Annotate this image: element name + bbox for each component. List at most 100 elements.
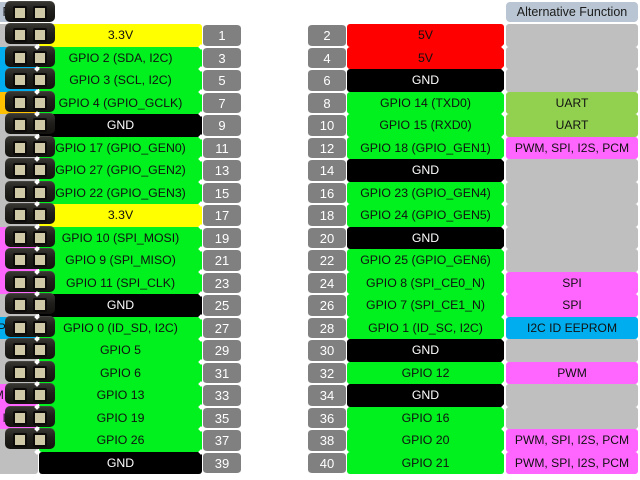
right-alt-function-8: UART — [506, 91, 638, 114]
pin-number-18: 18 — [308, 204, 346, 227]
connector-pin-icon — [5, 135, 55, 157]
connector-pin-icon — [5, 270, 55, 292]
connector-pin-icon — [5, 180, 55, 202]
connector-pin-icon — [5, 113, 55, 135]
right-alt-function-6 — [506, 69, 638, 92]
connector-pin-pair-33-34 — [4, 360, 56, 383]
pin-label-25: GND — [39, 294, 202, 317]
pin-number-40: 40 — [308, 451, 346, 474]
pin-number-19: 19 — [203, 226, 241, 249]
right-alt-function-34 — [506, 384, 638, 407]
right-alternative-function-header: Alternative Function — [506, 2, 638, 22]
pin-number-16: 16 — [308, 181, 346, 204]
pin-label-40: GPIO 21 — [347, 451, 504, 474]
pin-number-22: 22 — [308, 249, 346, 272]
connector-pin-pair-17-18 — [4, 180, 56, 203]
pin-number-20: 20 — [308, 226, 346, 249]
pin-number-12: 12 — [308, 136, 346, 159]
connector-pin-icon — [5, 68, 55, 90]
connector-pin-icon — [5, 225, 55, 247]
connector-pin-icon — [5, 315, 55, 337]
connector-pin-icon — [5, 383, 55, 405]
pin-number-9: 9 — [203, 114, 241, 137]
right-alt-function-26: SPI — [506, 294, 638, 317]
pin-number-14: 14 — [308, 159, 346, 182]
right-alt-function-14 — [506, 159, 638, 182]
pin-label-7: GPIO 4 (GPIO_GCLK) — [39, 91, 202, 114]
pin-label-6: GND — [347, 69, 504, 92]
pin-label-12: GPIO 18 (GPIO_GEN1) — [347, 136, 504, 159]
pin-label-20: GND — [347, 226, 504, 249]
right-alt-function-10: UART — [506, 114, 638, 137]
pin-label-39: GND — [39, 451, 202, 474]
connector-pin-icon — [5, 90, 55, 112]
connector-pin-icon — [5, 0, 55, 22]
connector-pin-icon — [5, 405, 55, 427]
right-alt-function-28: I2C ID EEPROM — [506, 316, 638, 339]
left-pin-number-column: 1 3 5 7 9 11 13 15 17 19 21 23 25 27 29 31 33 35 37 39 — [203, 24, 241, 474]
pin-label-10: GPIO 15 (RXD0) — [347, 114, 504, 137]
pin-label-29: GPIO 5 — [39, 339, 202, 362]
pin-label-14: GND — [347, 159, 504, 182]
pin-number-25: 25 — [203, 294, 241, 317]
right-alt-function-20 — [506, 226, 638, 249]
connector-pin-pair-15-16 — [4, 158, 56, 181]
pin-label-9: GND — [39, 114, 202, 137]
pin-number-26: 26 — [308, 294, 346, 317]
pin-label-17: 3.3V — [39, 204, 202, 227]
right-alt-function-12: PWM, SPI, I2S, PCM — [506, 136, 638, 159]
pin-number-32: 32 — [308, 361, 346, 384]
right-alt-function-18 — [506, 204, 638, 227]
right-alt-function-40: PWM, SPI, I2S, PCM — [506, 451, 638, 474]
pin-label-15: GPIO 22 (GPIO_GEN3) — [39, 181, 202, 204]
right-alt-function-22 — [506, 249, 638, 272]
pin-label-32: GPIO 12 — [347, 361, 504, 384]
pin-number-24: 24 — [308, 271, 346, 294]
pin-number-38: 38 — [308, 429, 346, 452]
connector-pin-icon — [5, 248, 55, 270]
right-alt-function-24: SPI — [506, 271, 638, 294]
connector-pin-pair-3-4 — [4, 23, 56, 46]
pin-number-31: 31 — [203, 361, 241, 384]
connector-pin-pair-1-2 — [4, 0, 56, 23]
pin-number-35: 35 — [203, 406, 241, 429]
right-alt-function-16 — [506, 181, 638, 204]
pin-number-21: 21 — [203, 249, 241, 272]
pin-label-11: GPIO 17 (GPIO_GEN0) — [39, 136, 202, 159]
connector-pin-icon — [5, 23, 55, 45]
pin-label-8: GPIO 14 (TXD0) — [347, 91, 504, 114]
connector-pin-pair-37-38 — [4, 405, 56, 428]
pin-label-28: GPIO 1 (ID_SC, I2C) — [347, 316, 504, 339]
pin-label-24: GPIO 8 (SPI_CE0_N) — [347, 271, 504, 294]
connector-pin-pair-7-8 — [4, 68, 56, 91]
connector-pin-icon — [5, 203, 55, 225]
pin-label-19: GPIO 10 (SPI_MOSI) — [39, 226, 202, 249]
pin-label-21: GPIO 9 (SPI_MISO) — [39, 249, 202, 272]
gpio-header-connector-graphic — [0, 0, 60, 450]
pin-label-4: 5V — [347, 46, 504, 69]
pin-number-33: 33 — [203, 384, 241, 407]
pin-label-3: GPIO 2 (SDA, I2C) — [39, 46, 202, 69]
pin-label-37: GPIO 26 — [39, 429, 202, 452]
pin-number-23: 23 — [203, 271, 241, 294]
pin-number-39: 39 — [203, 451, 241, 474]
connector-pin-pair-29-30 — [4, 315, 56, 338]
right-alt-function-32: PWM — [506, 361, 638, 384]
pin-number-36: 36 — [308, 406, 346, 429]
pin-number-28: 28 — [308, 316, 346, 339]
pin-number-8: 8 — [308, 91, 346, 114]
pin-label-5: GPIO 3 (SCL, I2C) — [39, 69, 202, 92]
right-pin-label-column: 5V 5V GND GPIO 14 (TXD0) GPIO 15 (RXD0) GPIO … — [347, 24, 504, 474]
connector-pin-pair-35-36 — [4, 383, 56, 406]
pin-number-34: 34 — [308, 384, 346, 407]
pin-label-34: GND — [347, 384, 504, 407]
connector-pin-icon — [5, 45, 55, 67]
right-alt-function-30 — [506, 339, 638, 362]
pin-label-31: GPIO 6 — [39, 361, 202, 384]
pin-label-23: GPIO 11 (SPI_CLK) — [39, 271, 202, 294]
left-pin-label-column: 3.3V GPIO 2 (SDA, I2C) GPIO 3 (SCL, I2C) GP… — [39, 24, 202, 474]
pin-number-13: 13 — [203, 159, 241, 182]
connector-pin-pair-9-10 — [4, 90, 56, 113]
pin-number-6: 6 — [308, 69, 346, 92]
